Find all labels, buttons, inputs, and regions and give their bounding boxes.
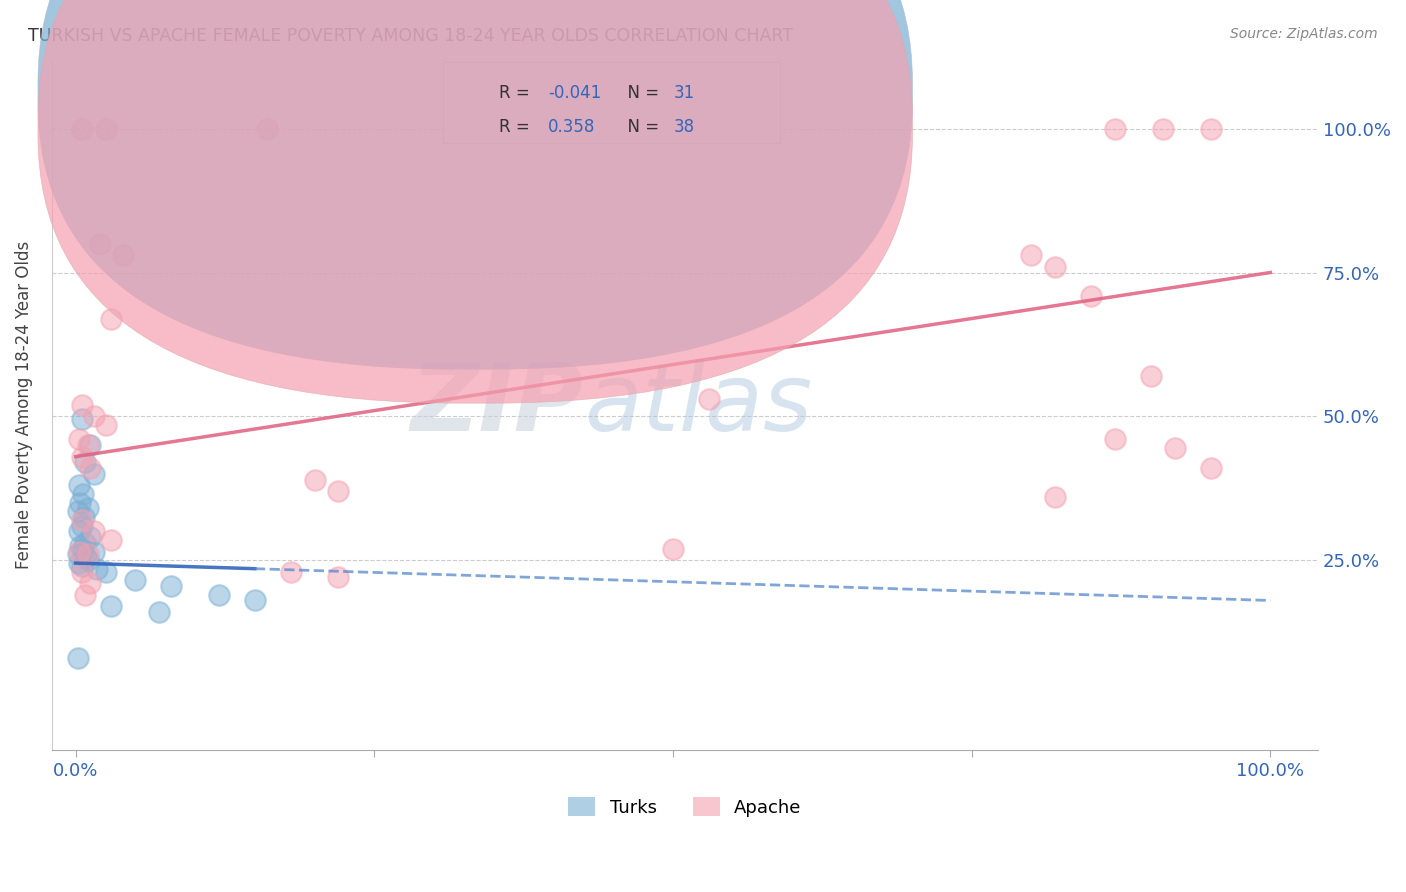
Point bbox=[100, 533, 122, 547]
Point bbox=[75, 550, 97, 565]
Point bbox=[67, 524, 90, 539]
Point bbox=[72, 541, 94, 556]
Point bbox=[280, 565, 302, 579]
Point bbox=[1080, 288, 1102, 302]
Point bbox=[70, 412, 93, 426]
Point bbox=[79, 576, 101, 591]
Point bbox=[83, 409, 105, 424]
Point bbox=[304, 473, 326, 487]
Point bbox=[70, 565, 93, 579]
Point bbox=[72, 487, 94, 501]
Point bbox=[100, 311, 122, 326]
Point bbox=[662, 541, 685, 556]
Point bbox=[67, 651, 90, 665]
Point bbox=[76, 501, 98, 516]
Point bbox=[83, 544, 105, 558]
Point bbox=[1045, 490, 1067, 504]
Point bbox=[208, 588, 231, 602]
Text: 38: 38 bbox=[673, 118, 695, 136]
Point bbox=[94, 565, 117, 579]
Point bbox=[69, 496, 91, 510]
Point bbox=[67, 433, 90, 447]
Point bbox=[124, 574, 146, 588]
Point bbox=[148, 605, 170, 619]
Text: N =: N = bbox=[617, 84, 665, 102]
Point bbox=[69, 539, 91, 553]
Text: 0.358: 0.358 bbox=[548, 118, 596, 136]
Point bbox=[94, 417, 117, 432]
Point bbox=[73, 510, 96, 524]
Point bbox=[70, 518, 93, 533]
Point bbox=[328, 570, 350, 584]
Point bbox=[1104, 121, 1126, 136]
Point bbox=[70, 558, 93, 573]
Point bbox=[67, 478, 90, 492]
Point bbox=[160, 579, 183, 593]
Y-axis label: Female Poverty Among 18-24 Year Olds: Female Poverty Among 18-24 Year Olds bbox=[15, 241, 32, 569]
Point bbox=[112, 248, 135, 262]
Point bbox=[697, 392, 720, 406]
Point bbox=[243, 593, 266, 607]
Point bbox=[75, 588, 97, 602]
Point bbox=[1152, 121, 1174, 136]
Point bbox=[1021, 248, 1043, 262]
Point bbox=[79, 461, 101, 475]
Point bbox=[76, 438, 98, 452]
Point bbox=[67, 504, 90, 518]
Point bbox=[75, 455, 97, 469]
Point bbox=[1164, 441, 1187, 455]
Point bbox=[76, 548, 98, 562]
Point bbox=[1199, 121, 1222, 136]
Point bbox=[83, 524, 105, 539]
Point bbox=[79, 438, 101, 452]
Point bbox=[1104, 433, 1126, 447]
Point bbox=[100, 599, 122, 614]
Text: 31: 31 bbox=[673, 84, 695, 102]
Point bbox=[70, 450, 93, 464]
Point bbox=[67, 556, 90, 570]
Point bbox=[83, 467, 105, 481]
Text: ZIP: ZIP bbox=[411, 359, 583, 450]
Point bbox=[1140, 369, 1163, 384]
Text: R =: R = bbox=[499, 84, 536, 102]
Text: -0.041: -0.041 bbox=[548, 84, 602, 102]
Text: N =: N = bbox=[617, 118, 665, 136]
Point bbox=[1199, 461, 1222, 475]
Text: R =: R = bbox=[499, 118, 540, 136]
Point bbox=[79, 530, 101, 544]
Point bbox=[67, 548, 90, 562]
Point bbox=[67, 544, 90, 558]
Point bbox=[94, 121, 117, 136]
Text: Source: ZipAtlas.com: Source: ZipAtlas.com bbox=[1230, 27, 1378, 41]
Point bbox=[86, 562, 108, 576]
Point bbox=[76, 553, 98, 567]
Point bbox=[75, 536, 97, 550]
Point bbox=[1045, 260, 1067, 274]
Point bbox=[70, 513, 93, 527]
Point bbox=[70, 121, 93, 136]
Point bbox=[256, 121, 278, 136]
Text: atlas: atlas bbox=[583, 359, 811, 450]
Point bbox=[70, 398, 93, 412]
Point bbox=[89, 236, 111, 251]
Text: TURKISH VS APACHE FEMALE POVERTY AMONG 18-24 YEAR OLDS CORRELATION CHART: TURKISH VS APACHE FEMALE POVERTY AMONG 1… bbox=[28, 27, 793, 45]
Legend: Turks, Apache: Turks, Apache bbox=[561, 790, 808, 824]
Point bbox=[328, 484, 350, 499]
